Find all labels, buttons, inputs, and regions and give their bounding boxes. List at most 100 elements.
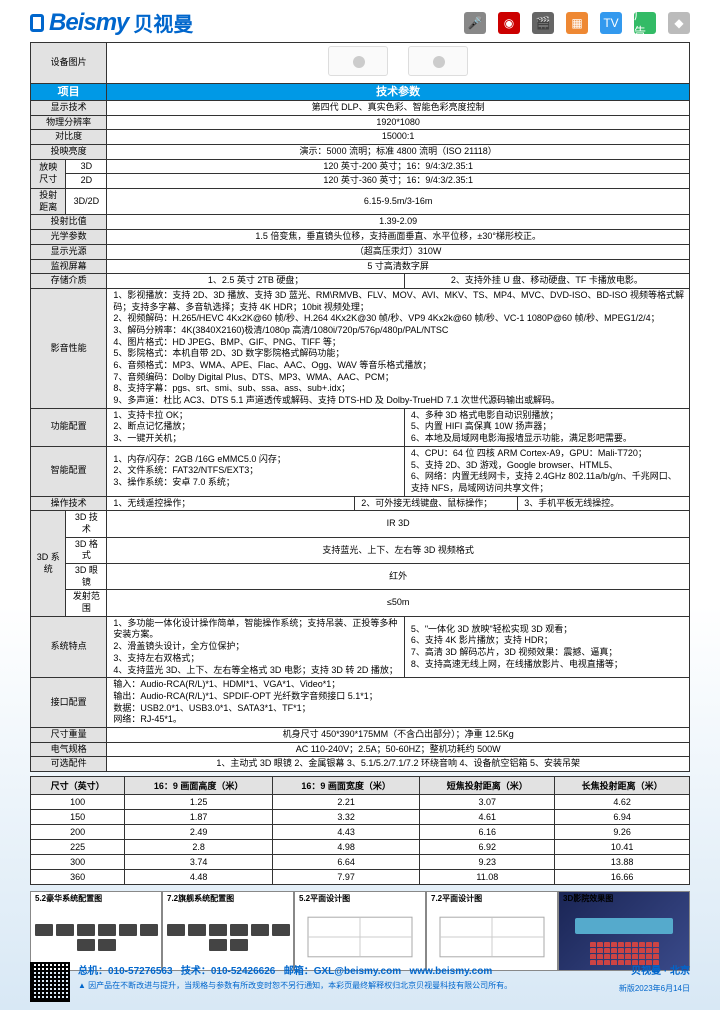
v-power: AC 110-240V；2.5A；50-60HZ；整机功耗约 500W [107,742,690,757]
size-cell: 4.43 [272,825,420,840]
footer-info: 总机：010-57276563 技术：010-52426626 邮箱：GXL@b… [70,962,619,991]
size-cell: 16.66 [555,870,690,885]
func-right: 4、多种 3D 格式电影自动识别播放；5、内置 HIFI 高保真 10W 扬声器… [404,408,689,446]
footer-loc: 贝视曼 · 北京 [619,962,690,977]
l-power: 电气规格 [31,742,107,757]
thumb-title: 7.2平面设计图 [431,893,482,904]
size-cell: 10.41 [555,840,690,855]
footer-note: ▲ 因产品在不断改进与提升，当规格与参数有所改变时恕不另行通知，本彩页最终解释权… [78,980,619,991]
l-av-perf: 影音性能 [31,288,107,408]
size-cell: 9.23 [420,855,555,870]
l-light-src: 显示光源 [31,244,107,259]
tv-icon: TV [600,12,622,34]
l-func-cfg: 功能配置 [31,408,107,446]
thumbnail-row: 5.2豪华系统配置图 7.2旗舰系统配置图 5.2平面设计图 7.2平面设计图 3D影院… [30,891,690,971]
brand-en: Beismy [49,9,128,37]
v-monitor: 5 寸高清数字屏 [107,259,690,274]
size-cell: 11.08 [420,870,555,885]
spec-table: 设备图片 项目 技术参数 显示技术第四代 DLP、真实色彩、智能色彩亮度控制 物… [30,42,690,772]
v-light-src: （超高压汞灯）310W [107,244,690,259]
size-cell: 100 [31,795,125,810]
page-footer: 总机：010-57276563 技术：010-52426626 邮箱：GXL@b… [0,962,720,1002]
size-cell: 6.92 [420,840,555,855]
movie-icon: 🎬 [532,12,554,34]
v-optics: 1.5 倍变焦，垂直镜头位移，支持画面垂直、水平位移，±30°梯形校正。 [107,230,690,245]
size-table: 尺寸（英寸）16：9 画面高度（米）16：9 画面宽度（米）短焦投射距离（米）长… [30,776,690,885]
footer-site: www.beismy.com [409,966,492,977]
throw-dist-mode: 3D/2D [66,189,107,215]
footer-tech: 技术：010-52426626 [181,966,276,977]
proj-size-3d-v: 120 英寸-200 英寸；16：9/4:3/2.35:1 [107,159,690,174]
size-cell: 2.8 [125,840,273,855]
l-io: 接口配置 [31,678,107,728]
l-proj-size: 放映尺寸 [31,159,66,188]
size-cell: 360 [31,870,125,885]
thumb-title: 7.2旗舰系统配置图 [167,893,234,904]
size-cell: 7.97 [272,870,420,885]
size-hdr: 短焦投射距离（米） [420,777,555,795]
size-cell: 1.25 [125,795,273,810]
size-cell: 4.62 [555,795,690,810]
footer-right: 贝视曼 · 北京 新版2023年6月14日 [619,962,690,994]
feat-right: 5、"一体化 3D 放映"轻松实现 3D 观看；6、支持 4K 影片播放；支持 … [404,616,689,677]
size-cell: 4.48 [125,870,273,885]
size-cell: 2.49 [125,825,273,840]
3d-range-v: ≤50m [107,590,690,616]
l-3d-sys: 3D 系统 [31,511,66,617]
mic-icon: 🎤 [464,12,486,34]
proj-size-3d-l: 3D [66,159,107,174]
v-optional: 1、主动式 3D 眼镜 2、金属银幕 3、5.1/5.2/7.1/7.2 环绕音… [107,757,690,772]
header-icons: 🎤◉🎬▦TV广告◆ [464,12,690,34]
l-monitor: 监视屏幕 [31,259,107,274]
3d-fmt-v: 支持蓝光、上下、左右等 3D 视频格式 [107,537,690,563]
rec-icon: ◉ [498,12,520,34]
l-optics: 光学参数 [31,230,107,245]
thumb-2: 5.2平面设计图 [294,891,426,971]
size-cell: 4.61 [420,810,555,825]
v-dim-wt: 机身尺寸 450*390*175MM（不含凸出部分）；净重 12.5Kg [107,727,690,742]
v-contrast: 15000:1 [107,130,690,145]
feat-left: 1、多功能一体化设计操作简单，智能操作系统；支持吊装、正投等多种安装方案。2、滑… [107,616,404,677]
v-throw-dist: 6.15-9.5m/3-16m [107,189,690,215]
3d-tech-l: 3D 技术 [66,511,107,537]
l-throw-ratio: 投射比值 [31,215,107,230]
l-op-tech: 操作技术 [31,496,107,511]
func-left: 1、支持卡拉 OK；2、断点记忆播放；3、一键开关机； [107,408,404,446]
col-params: 技术参数 [107,83,690,100]
v-display-tech: 第四代 DLP、真实色彩、智能色彩亮度控制 [107,100,690,115]
smart-left: 1、内存/闪存：2GB /16G eMMC5.0 闪存；2、文件系统：FAT32… [107,446,404,496]
size-cell: 13.88 [555,855,690,870]
size-cell: 225 [31,840,125,855]
qr-code [30,962,70,1002]
brand-logo: Beismy 贝视曼 [30,8,193,37]
size-cell: 6.94 [555,810,690,825]
storage-1: 1、2.5 英寸 2TB 硬盘； [107,274,404,289]
thumb-title: 5.2豪华系统配置图 [35,893,102,904]
footer-ver: 新版2023年6月14日 [619,983,690,994]
l-display-tech: 显示技术 [31,100,107,115]
v-io: 输入：Audio-RCA(R/L)*1、HDMI*1、VGA*1、Video*1… [107,678,690,728]
size-hdr: 尺寸（英寸） [31,777,125,795]
op-3: 3、手机平板无线操控。 [518,496,690,511]
row-device-pic: 设备图片 [31,43,107,84]
l-brightness: 投映亮度 [31,145,107,160]
brand-cn: 贝视曼 [133,8,193,37]
thumb-4: 3D影院效果图 [558,891,690,971]
app-icon: ◆ [668,12,690,34]
col-item: 项目 [31,83,107,100]
size-cell: 6.64 [272,855,420,870]
size-cell: 3.74 [125,855,273,870]
l-smart-cfg: 智能配置 [31,446,107,496]
l-features: 系统特点 [31,616,107,677]
thumb-title: 3D影院效果图 [563,893,613,904]
l-optional: 可选配件 [31,757,107,772]
3d-tech-v: IR 3D [107,511,690,537]
size-cell: 150 [31,810,125,825]
thumb-title: 5.2平面设计图 [299,893,350,904]
size-hdr: 16：9 画面高度（米） [125,777,273,795]
l-resolution: 物理分辨率 [31,115,107,130]
ad-icon: 广告 [634,12,656,34]
page-header: Beismy 贝视曼 🎤◉🎬▦TV广告◆ [0,0,720,42]
l-throw-dist: 投射距离 [31,189,66,215]
size-hdr: 长焦投射距离（米） [555,777,690,795]
